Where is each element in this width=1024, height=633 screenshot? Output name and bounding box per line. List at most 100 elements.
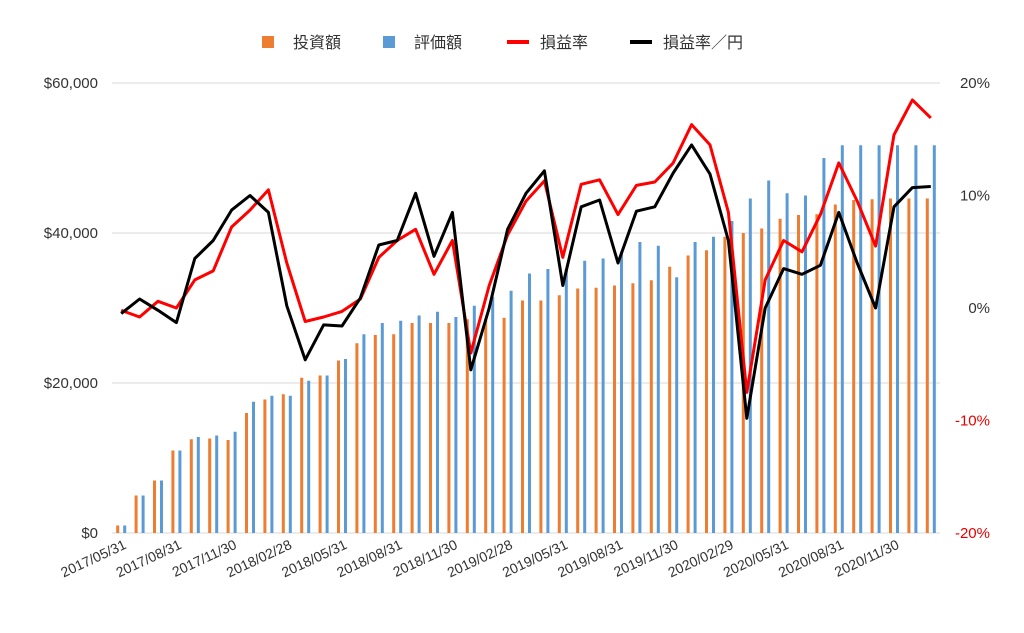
bar-valuation bbox=[564, 269, 568, 533]
bar-investment bbox=[189, 439, 193, 533]
bar-valuation bbox=[914, 145, 918, 533]
bar-investment bbox=[521, 300, 524, 533]
bar-investment bbox=[815, 214, 819, 533]
bar-valuation bbox=[325, 375, 329, 533]
bar-valuation bbox=[656, 245, 660, 533]
bar-investment bbox=[171, 450, 175, 533]
bar-investment bbox=[116, 525, 120, 533]
bar-valuation bbox=[767, 180, 771, 533]
bar-valuation bbox=[233, 431, 237, 533]
legend-swatch bbox=[383, 36, 395, 48]
y-right-tick-label: -20% bbox=[955, 525, 990, 542]
bar-valuation bbox=[785, 193, 789, 533]
bar-valuation bbox=[840, 145, 844, 533]
bar-investment bbox=[907, 198, 911, 533]
line-series bbox=[120, 98, 932, 420]
y-left-tick-label: $40,000 bbox=[44, 225, 98, 242]
bar-valuation bbox=[307, 380, 311, 533]
bar-valuation bbox=[804, 195, 807, 533]
bar-valuation bbox=[123, 525, 127, 533]
bar-investment bbox=[594, 287, 598, 533]
bar-investment bbox=[778, 218, 782, 533]
bar-valuation bbox=[712, 236, 715, 533]
bar-investment bbox=[465, 319, 469, 533]
bar-valuation bbox=[288, 395, 292, 533]
bar-valuation bbox=[417, 315, 421, 533]
bar-investment bbox=[502, 317, 506, 533]
legend-label: 投資額 bbox=[293, 34, 341, 52]
y-axis-left: $0 $20,000 $40,000 $60,000 bbox=[44, 75, 98, 542]
bar-investment bbox=[870, 199, 874, 533]
bar-valuation bbox=[896, 145, 899, 533]
y-axis-right: -20% -10% 0% 10% 20% bbox=[955, 75, 990, 542]
bar-valuation bbox=[196, 437, 200, 533]
bar-valuation bbox=[620, 251, 623, 533]
bar-valuation bbox=[141, 495, 145, 533]
bar-investment bbox=[686, 255, 690, 533]
y-left-tick-label: $60,000 bbox=[44, 75, 98, 92]
bar-valuation bbox=[583, 260, 587, 533]
bar-investment bbox=[318, 375, 322, 533]
bar-valuation bbox=[675, 277, 679, 533]
line-return-rate bbox=[120, 98, 932, 394]
bar-investment bbox=[557, 295, 561, 533]
legend-swatch bbox=[262, 36, 274, 48]
bar-investment bbox=[153, 480, 156, 533]
y-right-tick-label: 0% bbox=[968, 300, 990, 317]
bar-valuation bbox=[436, 311, 439, 533]
legend-label: 損益率／円 bbox=[663, 34, 743, 52]
bar-valuation bbox=[215, 435, 219, 533]
bar-investment bbox=[631, 283, 635, 533]
bar-investment bbox=[245, 413, 248, 533]
bar-investment bbox=[392, 334, 396, 533]
bar-valuation bbox=[877, 145, 881, 533]
bar-investment bbox=[226, 440, 230, 533]
bar-valuation bbox=[693, 242, 697, 533]
bar-valuation bbox=[252, 401, 255, 533]
bar-investment bbox=[723, 236, 727, 533]
line-return-rate-yen bbox=[120, 143, 931, 420]
bar-investment bbox=[833, 204, 837, 533]
bar-investment bbox=[484, 318, 488, 533]
bar-investment bbox=[797, 215, 800, 533]
bar-valuation bbox=[362, 334, 366, 533]
bar-valuation bbox=[344, 359, 347, 533]
bar-valuation bbox=[399, 320, 403, 533]
bar-investment bbox=[281, 394, 285, 533]
bar-valuation bbox=[638, 242, 642, 533]
bar-investment bbox=[613, 285, 616, 533]
bar-valuation bbox=[509, 290, 513, 533]
bar-valuation bbox=[730, 221, 734, 533]
bar-valuation bbox=[380, 323, 384, 533]
bar-valuation bbox=[472, 305, 476, 533]
bar-investment bbox=[447, 323, 451, 533]
x-axis: 2017/05/312017/08/312017/11/302018/02/28… bbox=[58, 536, 901, 580]
bar-valuation bbox=[270, 395, 274, 533]
y-right-tick-label: 20% bbox=[960, 75, 990, 92]
x-tick-label: 2020/11/30 bbox=[832, 536, 902, 580]
bar-valuation bbox=[859, 145, 863, 533]
bar-investment bbox=[410, 323, 414, 533]
bar-valuation bbox=[178, 450, 182, 533]
bar-valuation bbox=[822, 158, 826, 533]
bar-investment bbox=[300, 377, 304, 533]
bar-valuation bbox=[491, 296, 495, 533]
bar-valuation bbox=[601, 258, 605, 533]
bar-valuation bbox=[160, 480, 163, 533]
bar-investment bbox=[925, 198, 929, 533]
bar-investment bbox=[760, 228, 764, 533]
y-right-tick-label: -10% bbox=[955, 413, 990, 430]
bar-investment bbox=[539, 300, 543, 533]
bar-investment bbox=[889, 198, 892, 533]
bar-valuation bbox=[546, 269, 550, 533]
y-right-tick-label: 10% bbox=[960, 188, 990, 205]
bar-investment bbox=[134, 495, 138, 533]
legend-label: 損益率 bbox=[540, 34, 588, 52]
bar-investment bbox=[337, 360, 340, 533]
bar-valuation bbox=[528, 273, 531, 533]
y-left-tick-label: $20,000 bbox=[44, 375, 98, 392]
bar-investment bbox=[649, 280, 653, 533]
bar-valuation bbox=[932, 145, 936, 533]
y-left-tick-label: $0 bbox=[81, 525, 98, 542]
